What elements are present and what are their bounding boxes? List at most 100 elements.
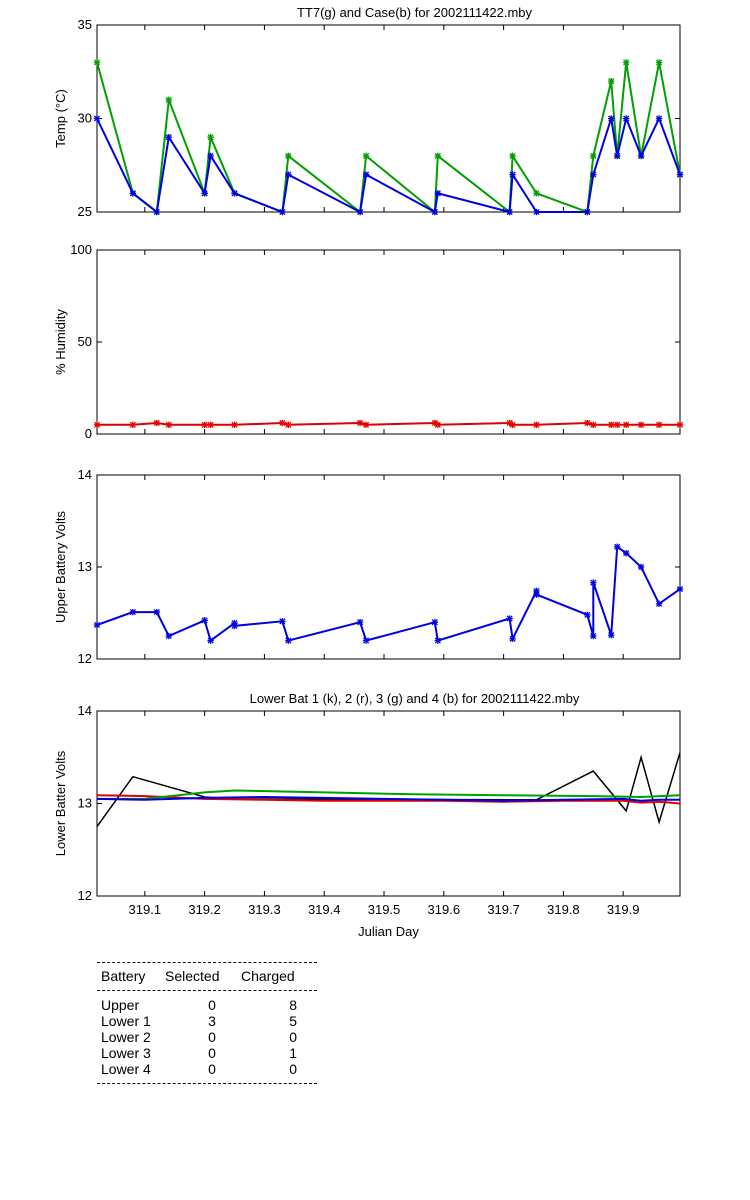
battery-table: Battery Selected Charged Upper 0 8 Lower… [97,962,317,1084]
data-point [362,152,370,160]
plot-frame [96,710,681,897]
data-point [590,632,597,640]
table-row: Lower 3 0 1 [97,1045,317,1061]
data-point [506,208,513,216]
header-charged: Charged [241,968,295,984]
chart-panel-2: 0 50 100 % Humidity [53,242,684,441]
cell-battery: Lower 4 [101,1061,151,1077]
data-point [533,421,540,428]
data-point [129,421,137,428]
chart-title: Lower Bat 1 (k), 2 (r), 3 (g) and 4 (b) … [250,691,580,706]
table-row: Upper 0 8 [97,997,317,1013]
chart-panel-4: 12 13 14 319.1 319.2 319.3 319.4 319.5 319.6 319.… [53,691,681,939]
data-point [614,421,621,428]
data-point [637,563,645,571]
x-tick-label: 319.2 [188,902,221,917]
x-tick-label: 319.3 [248,902,281,917]
cell-charged: 1 [289,1045,297,1061]
data-point [622,59,630,66]
data-point [153,208,160,216]
y-tick-label: 25 [78,204,92,219]
data-point [231,622,238,630]
data-point [676,585,684,593]
x-tick-label: 319.6 [428,902,461,917]
data-point [584,611,591,619]
y-tick-label: 13 [78,796,92,811]
cell-selected: 0 [208,1061,216,1077]
data-point [431,208,439,216]
data-point [165,134,172,141]
data-point [655,59,663,66]
data-point [201,421,208,428]
data-point [676,171,684,178]
data-point [356,619,364,626]
data-point [655,600,663,607]
header-battery: Battery [101,968,146,984]
y-tick-label: 13 [78,559,92,574]
y-tick-label: 0 [85,426,92,441]
x-tick-label: 319.1 [129,902,162,917]
data-point [93,621,101,629]
data-point [590,152,597,160]
y-tick-label: 14 [78,703,92,718]
data-point [93,421,101,428]
data-point [614,152,621,160]
data-point [153,419,160,427]
data-point [231,421,238,428]
data-point [356,419,364,427]
y-axis-label: Upper Battery Volts [53,511,68,623]
data-point [165,96,172,103]
x-tick-label: 319.4 [308,902,341,917]
table-top-rule [97,962,317,963]
x-tick-label: 319.8 [547,902,580,917]
data-point [285,171,292,178]
y-axis-label: % Humidity [53,309,68,375]
data-point [590,579,597,586]
cell-charged: 0 [289,1061,297,1077]
chart-panel-1: 25 30 35 TT7(g) and Case(b) for 2002111422.… [53,5,684,219]
y-axis-label: Temp (°C) [53,89,68,148]
data-point [533,208,540,216]
series-line-4 [96,795,680,802]
x-axis-label: Julian Day [358,924,419,939]
cell-selected: 0 [208,1045,216,1061]
table-row: Lower 2 0 0 [97,1029,317,1045]
cell-selected: 0 [208,1029,216,1045]
x-tick-label: 319.5 [368,902,401,917]
table-body: Upper 0 8 Lower 1 3 5 Lower 2 0 0 Lower … [97,997,317,1077]
data-point [434,421,442,428]
series-line-1 [96,752,681,828]
data-point [362,421,370,428]
chart-panel-3: 12 13 14 Upper Battery Volts [53,467,684,666]
chart-title: TT7(g) and Case(b) for 2002111422.mby [297,5,533,20]
y-tick-label: 35 [78,17,92,32]
series-line-1 [96,544,681,643]
data-point [655,421,663,428]
data-point [165,632,172,640]
data-point [362,171,370,178]
y-tick-label: 12 [78,651,92,666]
data-point [201,190,208,197]
plot-frame [96,249,681,435]
cell-battery: Lower 1 [101,1013,151,1029]
data-point [608,77,615,85]
data-point [201,617,208,624]
data-point [608,631,615,639]
x-tick-label: 319.7 [487,902,520,917]
data-point [590,421,597,428]
data-point [676,421,684,428]
cell-battery: Lower 2 [101,1029,151,1045]
cell-battery: Lower 3 [101,1045,151,1061]
data-point [207,421,214,428]
data-point [431,619,439,626]
header-selected: Selected [165,968,220,984]
data-point [165,421,172,428]
table-header: Battery Selected Charged [97,968,317,984]
table-header-rule [97,990,317,991]
series-line-1 [96,62,681,215]
data-point [362,637,370,644]
data-point [509,171,516,178]
cell-charged: 5 [289,1013,297,1029]
table-row: Lower 1 3 5 [97,1013,317,1029]
